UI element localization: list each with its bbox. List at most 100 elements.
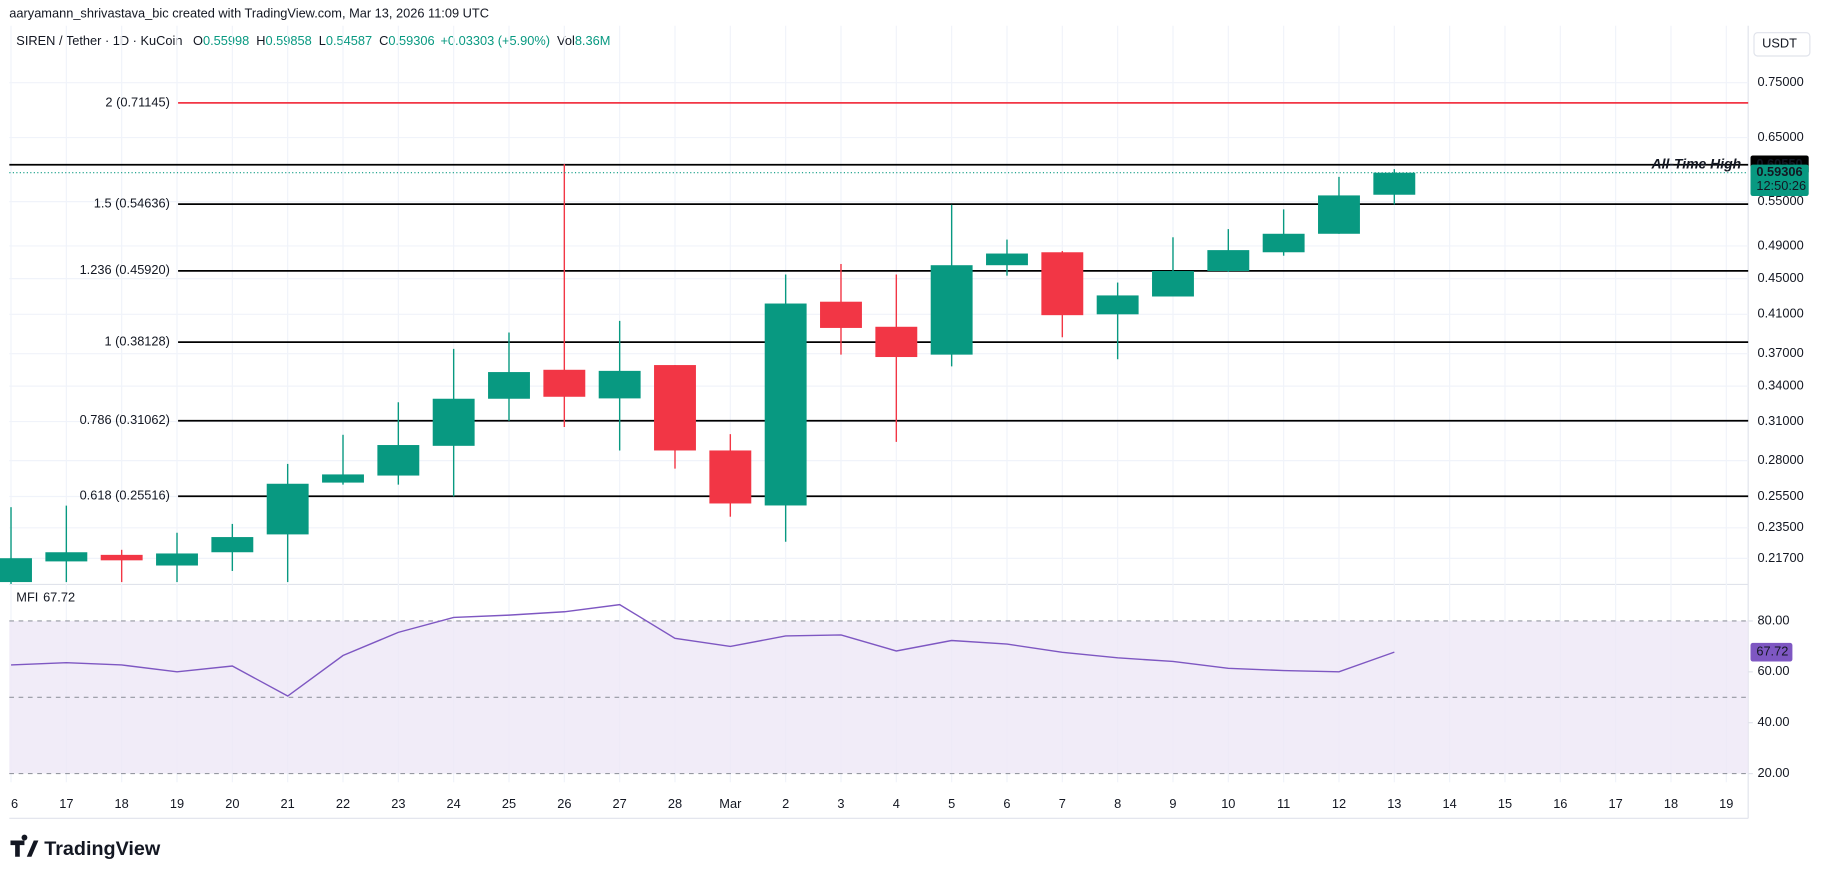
x-tick-label: Mar [719, 796, 742, 811]
x-tick-label: 5 [948, 796, 955, 811]
candle-body [45, 552, 88, 562]
candle-body [266, 483, 309, 535]
candle-body [488, 372, 530, 399]
y-tick-label: 0.49000 [1757, 237, 1803, 252]
candle-body [0, 558, 32, 583]
x-tick-label: 8 [1114, 796, 1121, 811]
candle-body [1041, 252, 1084, 316]
fib-label: 0.618 (0.25516) [80, 488, 170, 503]
volume-key: Vol [557, 33, 575, 48]
candle-body [820, 301, 862, 328]
y-tick-label: 0.21700 [1757, 550, 1803, 565]
mfi-title: MFI [16, 590, 38, 605]
x-tick-label: 14 [1443, 796, 1457, 811]
candle-body [432, 398, 475, 446]
y-tick-label: 0.75000 [1757, 74, 1803, 89]
y-tick-label: 0.41000 [1757, 306, 1803, 321]
legend-key: L [319, 33, 326, 48]
ath-text: All-Time High [1651, 155, 1742, 171]
x-tick-label: 22 [336, 796, 350, 811]
mfi-badge-label: 67.72 [1756, 644, 1788, 659]
mfi-badge [1750, 642, 1793, 662]
y-tick-label: 0.25500 [1757, 488, 1803, 503]
logo: TradingView [10, 834, 161, 860]
x-tick-label: 21 [281, 796, 295, 811]
x-tick-label: 28 [668, 796, 682, 811]
legend-value: 0.59858 [265, 33, 311, 48]
candle-body [156, 553, 198, 566]
x-tick-label: 19 [1719, 796, 1733, 811]
candle-body [1207, 250, 1250, 272]
legend-value: 0.54587 [326, 33, 372, 48]
x-tick-label: 18 [1664, 796, 1678, 811]
x-tick-label: 10 [1221, 796, 1235, 811]
logo-icon [10, 834, 39, 857]
candle-body [709, 450, 752, 504]
candle-body [322, 474, 364, 483]
x-tick-label: 17 [1609, 796, 1623, 811]
fib-label: 1.5 (0.54636) [94, 196, 170, 211]
y-tick-label: 0.55000 [1757, 193, 1803, 208]
x-tick-label: 16 [1553, 796, 1567, 811]
x-tick-label: 3 [837, 796, 844, 811]
currency: USDT [1762, 36, 1797, 51]
candle-body [1262, 233, 1305, 253]
fib-label: 1 (0.38128) [104, 334, 169, 349]
y-tick-label: 0.31000 [1757, 413, 1803, 428]
candle-body [1373, 172, 1416, 195]
x-tick-label: 27 [613, 796, 627, 811]
x-tick-label: 7 [1059, 796, 1066, 811]
x-tick-label: 18 [115, 796, 129, 811]
candle-body [930, 265, 973, 355]
candle-body [377, 445, 420, 476]
y-tick-label: 0.37000 [1757, 345, 1803, 360]
y-tick-label: 0.65000 [1757, 129, 1803, 144]
x-tick-label: 24 [447, 796, 461, 811]
y-tick-label: 0.45000 [1757, 270, 1803, 285]
x-tick-label: 26 [557, 796, 571, 811]
x-tick-label: 17 [59, 796, 73, 811]
candle-body [211, 537, 254, 553]
symbol: SIREN / Tether · 1D · KuCoin [16, 33, 182, 48]
price-badge-label: 0.59306 [1756, 164, 1802, 179]
x-tick-label: 12 [1332, 796, 1346, 811]
mfi-tick-label: 80.00 [1757, 612, 1789, 627]
change: +0.03303 (+5.90%) [440, 33, 550, 48]
mfi-tick-label: 20.00 [1757, 765, 1789, 780]
countdown: 12:50:26 [1756, 178, 1806, 193]
candle-body [986, 253, 1028, 266]
legend-key: H [256, 33, 265, 48]
x-tick-label: 13 [1387, 796, 1401, 811]
fib-label: 2 (0.71145) [105, 94, 170, 109]
x-tick-label: 20 [225, 796, 239, 811]
candle-body [598, 370, 641, 399]
x-tick-label: 9 [1169, 796, 1176, 811]
currency-box [1753, 32, 1811, 57]
mfi-tick-label: 40.00 [1757, 714, 1789, 729]
candle-body [100, 554, 143, 561]
symbol-legend: SIREN / Tether · 1D · KuCoin O0.55998 H0.… [16, 33, 610, 48]
fib-label: 0.786 (0.31062) [80, 412, 170, 427]
candle-body [543, 369, 586, 397]
x-tick-label: 6 [1003, 796, 1010, 811]
x-tick-label: 23 [391, 796, 405, 811]
fib-label: 1.236 (0.45920) [80, 262, 170, 277]
x-tick-label: 25 [502, 796, 516, 811]
attribution: aaryamann_shrivastava_bic created with T… [9, 5, 489, 20]
x-tick-label: 15 [1498, 796, 1512, 811]
mfi-value: 67.72 [43, 590, 75, 605]
y-tick-label: 0.28000 [1757, 452, 1803, 467]
volume-value: 8.36M [575, 33, 611, 48]
candle-body [654, 365, 696, 451]
legend-value: 0.55998 [203, 33, 249, 48]
candle-body [1152, 271, 1194, 297]
x-tick-label: 11 [1277, 796, 1290, 811]
logo-text: TradingView [44, 838, 161, 860]
legend-key: C [379, 33, 388, 48]
candle-body [764, 303, 807, 506]
legend-value: 0.59306 [388, 33, 434, 48]
price-badge [1750, 164, 1809, 197]
x-tick-label: 19 [170, 796, 184, 811]
